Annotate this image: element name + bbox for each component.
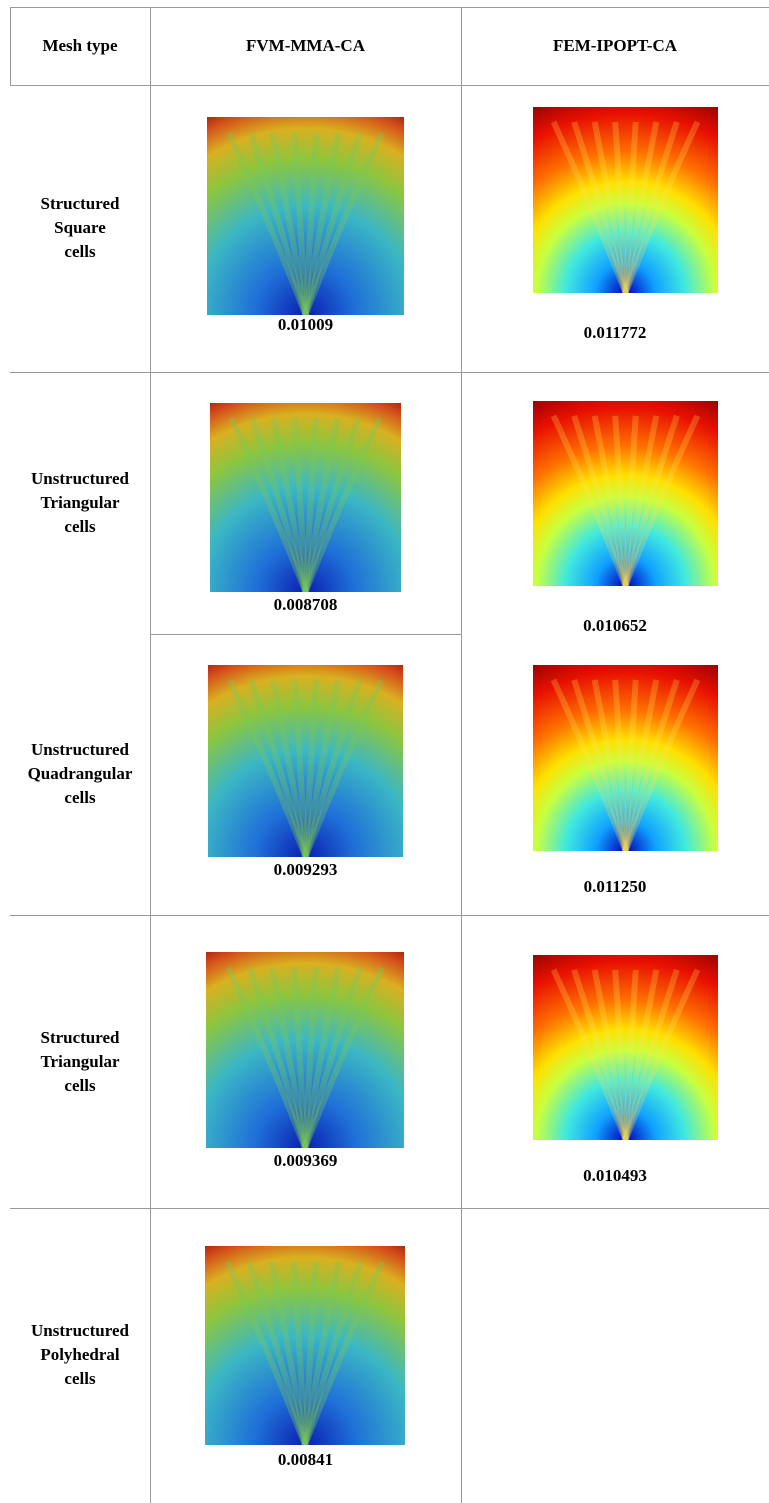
column-header: FVM-MMA-CA xyxy=(246,36,365,55)
mesh-type: Structured xyxy=(40,1028,120,1047)
mesh-type: cells xyxy=(64,788,96,807)
objective-value: 0.01009 xyxy=(277,315,334,334)
objective-value: 0.009369 xyxy=(273,1151,338,1170)
row-border xyxy=(10,7,769,8)
mesh-type: Unstructured xyxy=(31,469,129,488)
column-border xyxy=(150,7,151,1503)
mesh-type: Triangular xyxy=(40,493,120,512)
objective-value: 0.00841 xyxy=(277,1450,334,1469)
field-image xyxy=(206,952,404,1148)
row-border xyxy=(150,634,461,635)
mesh-type: Square xyxy=(54,218,106,237)
mesh-type: cells xyxy=(64,1076,96,1095)
row-border xyxy=(10,85,769,86)
mesh-type: Quadrangular xyxy=(27,764,133,783)
mesh-type: Unstructured xyxy=(31,740,129,759)
field-image xyxy=(533,107,718,293)
field-image xyxy=(208,665,403,857)
mesh-type: cells xyxy=(64,242,96,261)
objective-value: 0.010652 xyxy=(583,616,647,635)
mesh-type: Triangular xyxy=(40,1052,120,1071)
objective-value: 0.011772 xyxy=(583,323,647,342)
field-image xyxy=(207,117,404,315)
field-image xyxy=(533,401,718,586)
row-border xyxy=(10,1208,769,1209)
column-header: FEM-IPOPT-CA xyxy=(552,36,678,55)
field-image xyxy=(533,955,718,1140)
field-image xyxy=(205,1246,405,1445)
column-border xyxy=(10,7,11,85)
objective-value: 0.008708 xyxy=(273,595,338,614)
column-border xyxy=(461,7,462,1503)
objective-value: 0.011250 xyxy=(583,877,647,896)
mesh-type: Unstructured xyxy=(31,1321,129,1340)
field-image xyxy=(210,403,401,592)
row-border xyxy=(10,915,769,916)
column-header: Mesh type xyxy=(42,36,118,55)
row-border xyxy=(10,372,769,373)
mesh-type: Structured xyxy=(40,194,120,213)
mesh-type: cells xyxy=(64,1369,96,1388)
field-image xyxy=(533,665,718,851)
objective-value: 0.010493 xyxy=(583,1166,647,1185)
mesh-type: cells xyxy=(64,517,96,536)
objective-value: 0.009293 xyxy=(273,860,338,879)
mesh-type: Polyhedral xyxy=(40,1345,120,1364)
